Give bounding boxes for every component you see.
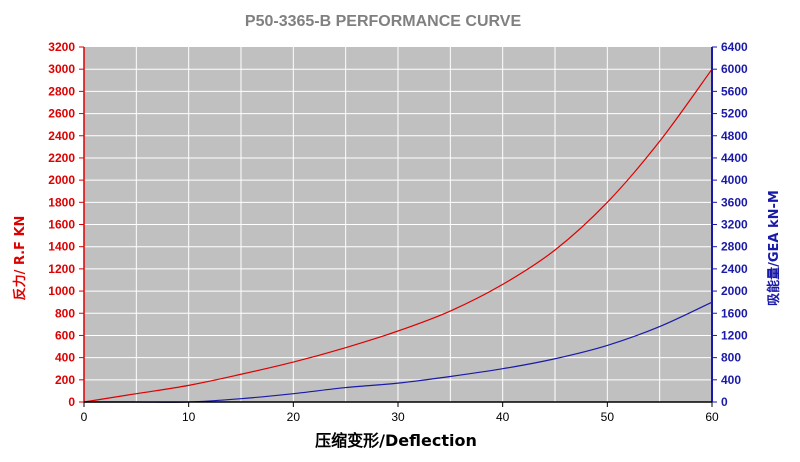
left-tick-label: 1400: [48, 240, 75, 254]
left-tick-label: 2800: [48, 84, 75, 98]
x-tick-label: 20: [287, 410, 301, 424]
chart-title: P50-3365-B PERFORMANCE CURVE: [245, 13, 522, 30]
left-y-axis-label: 反力/ R.F KN: [12, 216, 28, 301]
left-tick-label: 2400: [48, 129, 75, 143]
x-tick-label: 30: [391, 410, 405, 424]
right-tick-label: 1600: [721, 306, 748, 320]
left-tick-label: 2000: [48, 173, 75, 187]
right-tick-label: 5200: [721, 107, 748, 121]
left-tick-label: 1800: [48, 195, 75, 209]
left-tick-label: 2200: [48, 151, 75, 165]
x-tick-label: 60: [705, 410, 719, 424]
left-tick-label: 200: [55, 373, 75, 387]
right-tick-label: 4400: [721, 151, 748, 165]
left-tick-label: 2600: [48, 107, 75, 121]
right-tick-label: 800: [721, 351, 741, 365]
right-y-axis-label: 吸能量/GEA kN-M: [766, 190, 782, 306]
left-tick-label: 3200: [48, 40, 75, 54]
right-tick-label: 6400: [721, 40, 748, 54]
right-tick-label: 1200: [721, 328, 748, 342]
x-tick-label: 0: [81, 410, 88, 424]
x-tick-label: 50: [601, 410, 615, 424]
left-tick-label: 800: [55, 306, 75, 320]
right-tick-label: 2000: [721, 284, 748, 298]
right-tick-label: 2400: [721, 262, 748, 276]
right-tick-label: 4800: [721, 129, 748, 143]
right-tick-label: 4000: [721, 173, 748, 187]
left-tick-label: 400: [55, 351, 75, 365]
tick-labels: 0200400600800100012001400160018002000220…: [48, 40, 748, 424]
left-tick-label: 600: [55, 328, 75, 342]
right-tick-label: 5600: [721, 84, 748, 98]
right-tick-label: 0: [721, 395, 728, 409]
series-line-reaction-force: [83, 68, 713, 403]
axes: [79, 46, 717, 407]
right-tick-label: 3600: [721, 195, 748, 209]
right-tick-label: 3200: [721, 218, 748, 232]
right-tick-label: 6000: [721, 62, 748, 76]
left-tick-label: 1000: [48, 284, 75, 298]
right-tick-label: 2800: [721, 240, 748, 254]
left-tick-label: 1600: [48, 218, 75, 232]
left-tick-label: 3000: [48, 62, 75, 76]
x-tick-label: 40: [496, 410, 510, 424]
left-tick-label: 1200: [48, 262, 75, 276]
x-tick-label: 10: [182, 410, 196, 424]
left-tick-label: 0: [68, 395, 75, 409]
x-axis-label: 压缩变形/Deflection: [315, 431, 477, 450]
right-tick-label: 400: [721, 373, 741, 387]
